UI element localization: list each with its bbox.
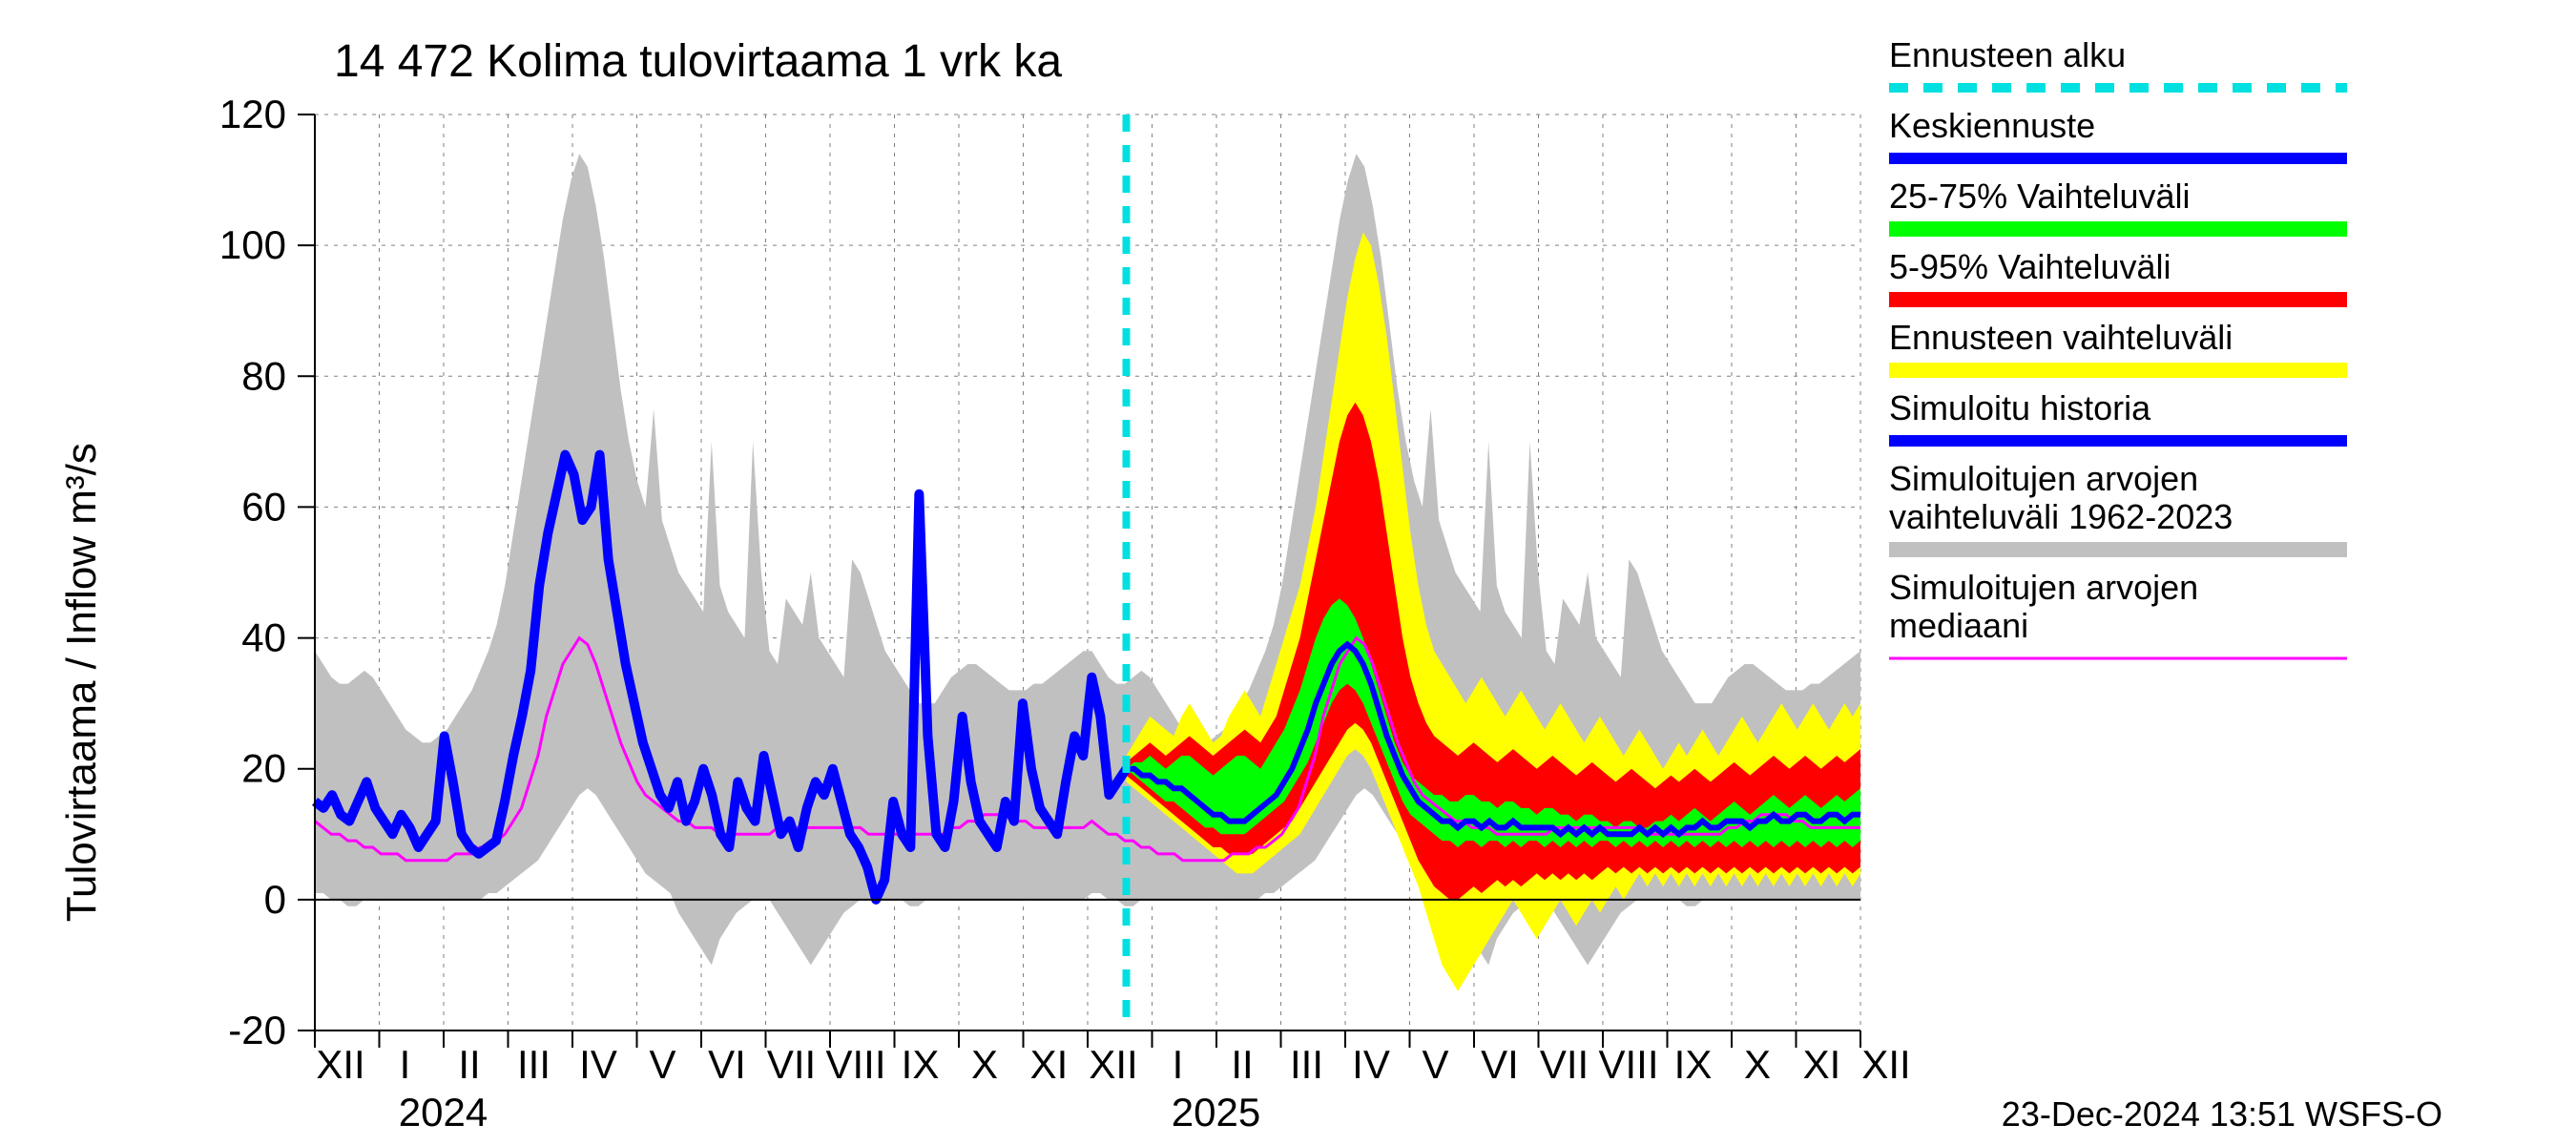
x-tick-label: X	[971, 1042, 998, 1087]
chart-footer: 23-Dec-2024 13:51 WSFS-O	[2002, 1094, 2442, 1134]
legend-label: Simuloitujen arvojen	[1889, 568, 2198, 607]
x-year-label: 2025	[1172, 1090, 1260, 1135]
x-tick-label: IV	[1352, 1042, 1390, 1087]
legend-label: mediaani	[1889, 606, 2028, 645]
legend-label: vaihteluväli 1962-2023	[1889, 497, 2233, 536]
x-tick-label: I	[400, 1042, 411, 1087]
legend-label: 25-75% Vaihteluväli	[1889, 177, 2191, 216]
x-tick-label: IX	[1674, 1042, 1713, 1087]
x-tick-label: VI	[708, 1042, 746, 1087]
x-tick-label: IV	[579, 1042, 617, 1087]
y-tick-label: 20	[241, 746, 286, 791]
legend-label: Keskiennuste	[1889, 106, 2095, 145]
x-tick-label: XII	[316, 1042, 364, 1087]
x-tick-label: XII	[1861, 1042, 1910, 1087]
legend-label: Ennusteen vaihteluväli	[1889, 318, 2233, 357]
y-tick-label: 60	[241, 484, 286, 529]
legend-label: Ennusteen alku	[1889, 35, 2126, 74]
x-tick-label: X	[1744, 1042, 1771, 1087]
x-tick-label: XII	[1089, 1042, 1137, 1087]
y-tick-label: 40	[241, 615, 286, 660]
x-tick-label: I	[1173, 1042, 1184, 1087]
x-tick-label: XI	[1030, 1042, 1069, 1087]
y-tick-label: -20	[228, 1008, 286, 1052]
x-tick-label: VIII	[825, 1042, 885, 1087]
legend-swatch	[1889, 542, 2347, 557]
y-tick-label: 100	[219, 222, 286, 267]
y-axis-label: Tulovirtaama / Inflow m³/s	[58, 443, 105, 922]
x-tick-label: V	[1422, 1042, 1448, 1087]
x-tick-label: VIII	[1598, 1042, 1658, 1087]
x-tick-label: V	[649, 1042, 675, 1087]
x-year-label: 2024	[399, 1090, 488, 1135]
chart-svg: 14 472 Kolima tulovirtaama 1 vrk ka -20 0 2…	[0, 0, 2576, 1145]
legend-label: 5-95% Vaihteluväli	[1889, 247, 2171, 286]
legend-label: Simuloitu historia	[1889, 388, 2151, 427]
x-tick-label: II	[458, 1042, 480, 1087]
chart-title: 14 472 Kolima tulovirtaama 1 vrk ka	[334, 36, 1062, 87]
x-tick-label: VII	[767, 1042, 816, 1087]
chart-container: 14 472 Kolima tulovirtaama 1 vrk ka -20 0 2…	[0, 0, 2576, 1145]
legend-swatch	[1889, 292, 2347, 307]
x-tick-label: VII	[1540, 1042, 1589, 1087]
legend-label: Simuloitujen arvojen	[1889, 459, 2198, 498]
y-tick-label: 0	[264, 877, 286, 922]
x-tick-label: VI	[1481, 1042, 1519, 1087]
legend-swatch	[1889, 363, 2347, 378]
x-tick-label: XI	[1803, 1042, 1841, 1087]
y-tick-label: 120	[219, 92, 286, 136]
y-tick-label: 80	[241, 353, 286, 398]
x-tick-label: II	[1231, 1042, 1253, 1087]
x-tick-label: IX	[902, 1042, 940, 1087]
x-tick-label: III	[517, 1042, 551, 1087]
x-tick-label: III	[1290, 1042, 1323, 1087]
legend-swatch	[1889, 221, 2347, 237]
